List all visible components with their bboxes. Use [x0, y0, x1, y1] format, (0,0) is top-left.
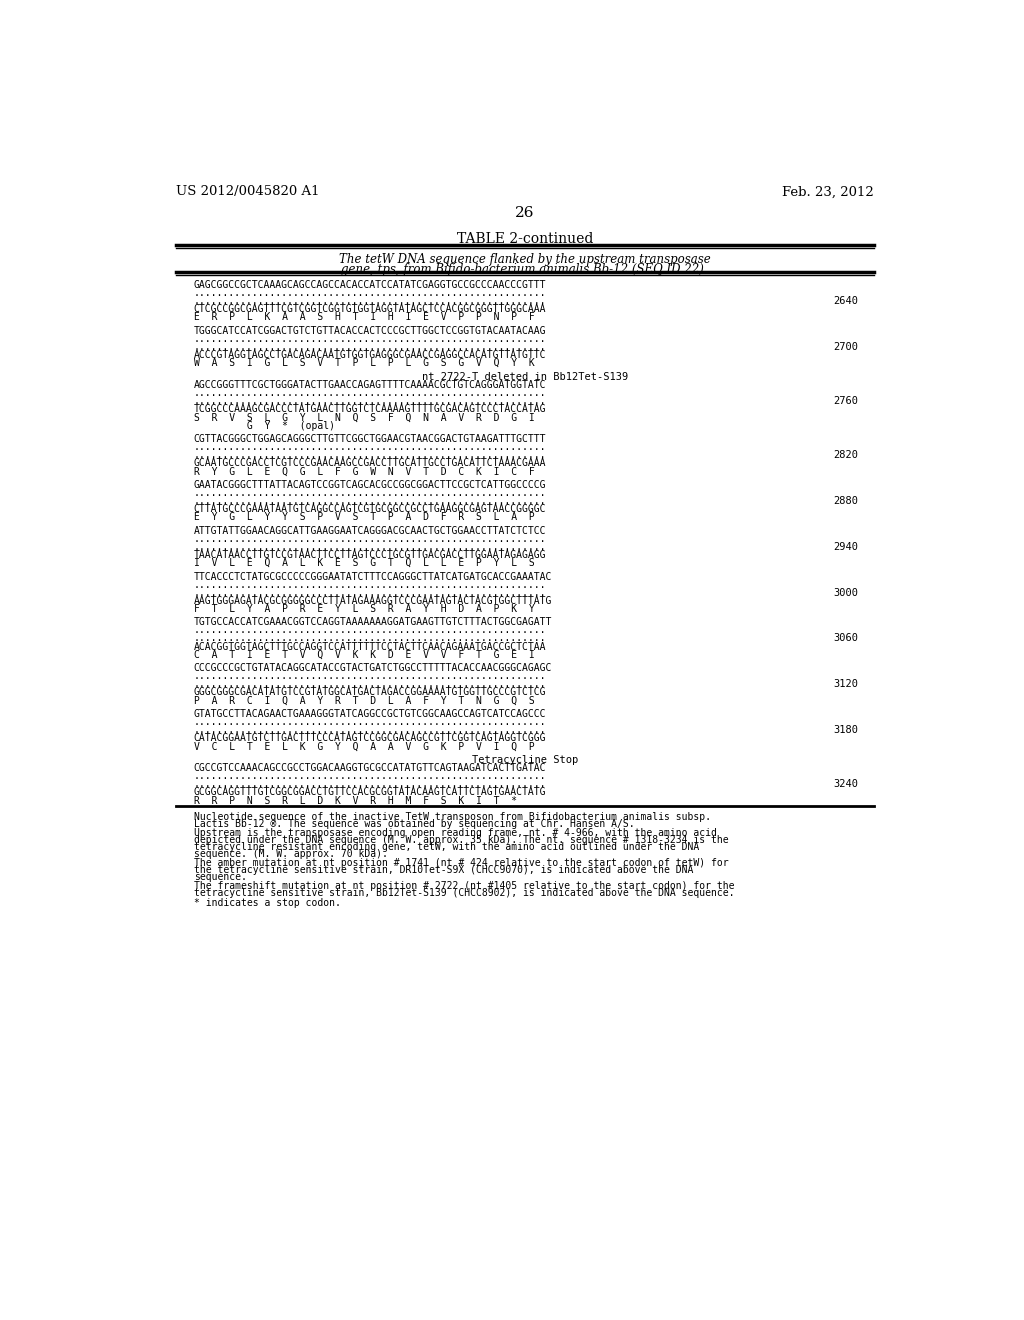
Text: ............................................................: ........................................… [194, 450, 547, 461]
Text: ............................................................: ........................................… [194, 334, 547, 345]
Text: the tetracycline sensitive strain, DR10Tet-S9X (CHCC9070), is indicated above th: the tetracycline sensitive strain, DR10T… [194, 866, 693, 875]
Text: ............................................................: ........................................… [194, 634, 547, 643]
Text: TCGGCCCAAAGCGACCCTATGAACTTGGTCTCAAAAGTTTTGCGACAGTCCCTACCATAG: TCGGCCCAAAGCGACCCTATGAACTTGGTCTCAAAAGTTT… [194, 404, 547, 414]
Text: TGGGCATCCATCGGACTGTCTGTTACACCACTCCCGCTTGGCTCCGGTGTACAATACAAG: TGGGCATCCATCGGACTGTCTGTTACACCACTCCCGCTTG… [194, 326, 547, 335]
Text: ............................................................: ........................................… [194, 388, 547, 399]
Text: Upstream is the transposase encoding open reading frame, nt. # 4-966, with the a: Upstream is the transposase encoding ope… [194, 829, 717, 838]
Text: 3060: 3060 [834, 634, 858, 643]
Text: GGGCGGGCGACATATGTCCGTATGGCATGACTAGACCGGAAAATGTGGTTGCCCGTCTCG: GGGCGGGCGACATATGTCCGTATGGCATGACTAGACCGGA… [194, 688, 547, 697]
Text: ............................................................: ........................................… [194, 396, 547, 407]
Text: ............................................................: ........................................… [194, 442, 547, 453]
Text: ............................................................: ........................................… [194, 725, 547, 735]
Text: CATACGGAATGTCTTGACTTTCCCATAGTCCGGCGACAGCCGTTCGGTCAGTAGGTCGGG: CATACGGAATGTCTTGACTTTCCCATAGTCCGGCGACAGC… [194, 733, 547, 743]
Text: E  Y  G  L  Y  Y  S  P  V  S  T  P  A  D  F  R  S  L  A  P: E Y G L Y Y S P V S T P A D F R S L A P [194, 512, 535, 523]
Text: I  V  L  E  Q  A  L  K  E  S  G  T  Q  L  L  E  P  Y  L  S: I V L E Q A L K E S G T Q L L E P Y L S [194, 558, 535, 568]
Text: CTTATGCCCGAAATAATGTCAGGCCAGTCGTGCGGCCGCCTGAAGGCGAGTAACCGGGGC: CTTATGCCCGAAATAATGTCAGGCCAGTCGTGCGGCCGCC… [194, 504, 547, 513]
Text: 3180: 3180 [834, 725, 858, 735]
Text: 2640: 2640 [834, 296, 858, 306]
Text: depicted under the DNA sequence (M. W. approx. 35 kDa). The nt. sequence # 1318-: depicted under the DNA sequence (M. W. a… [194, 836, 728, 845]
Text: The tetW DNA sequence flanked by the upstream transposase: The tetW DNA sequence flanked by the ups… [339, 253, 711, 267]
Text: GCAATGCCCGACCTCGTCCCGAACAAGCCGACCTTGCATTGCCTGACATTCTAAACGAAA: GCAATGCCCGACCTCGTCCCGAACAAGCCGACCTTGCATT… [194, 458, 547, 469]
Text: Tetracycline Stop: Tetracycline Stop [472, 755, 578, 764]
Text: sequence.: sequence. [194, 873, 247, 882]
Text: ............................................................: ........................................… [194, 779, 547, 789]
Text: tetracycline resistant encoding gene, tetW, with the amino acid outlined under t: tetracycline resistant encoding gene, te… [194, 842, 699, 853]
Text: TGTGCCACCATCGAAACGGTCCAGGTAAAAAAAGGATGAAGTTGTCTTTACTGGCGAGATT: TGTGCCACCATCGAAACGGTCCAGGTAAAAAAAGGATGAA… [194, 618, 552, 627]
Text: 3000: 3000 [834, 587, 858, 598]
Text: ACACGGTGGTAGCTTTGCCAGGTCCATTTTTTCCTACTTCAACAGAAATGACCGCTCTAA: ACACGGTGGTAGCTTTGCCAGGTCCATTTTTTCCTACTTC… [194, 642, 547, 652]
Text: tetracycline sensitive strain, Bb12Tet-S139 (CHCC8902), is indicated above the D: tetracycline sensitive strain, Bb12Tet-S… [194, 888, 734, 899]
Text: nt 2722-T deleted in Bb12Tet-S139: nt 2722-T deleted in Bb12Tet-S139 [422, 372, 628, 381]
Text: R  Y  G  L  E  Q  G  L  F  G  W  N  V  T  D  C  K  I  C  F: R Y G L E Q G L F G W N V T D C K I C F [194, 466, 535, 477]
Text: 3120: 3120 [834, 680, 858, 689]
Text: gene, tps, from Bifido-bacterium animalis Bb-12 (SEQ ID 22).: gene, tps, from Bifido-bacterium animali… [341, 263, 709, 276]
Text: Lactis Bb-12 ®. The sequence was obtained by sequencing at Chr. Hansen A/S.: Lactis Bb-12 ®. The sequence was obtaine… [194, 818, 635, 829]
Text: F  T  L  Y  A  P  R  E  Y  L  S  R  A  Y  H  D  A  P  K  Y: F T L Y A P R E Y L S R A Y H D A P K Y [194, 603, 535, 614]
Text: CTCGCCGGCGAGTTTCGTCGGTCGGTGTGGTAGGTATAGCTCCACGGCGGGTTGGGCAAA: CTCGCCGGCGAGTTTCGTCGGTCGGTGTGGTAGGTATAGC… [194, 305, 547, 314]
Text: 2880: 2880 [834, 496, 858, 506]
Text: G  Y  *  (opal): G Y * (opal) [194, 421, 335, 430]
Text: US 2012/0045820 A1: US 2012/0045820 A1 [176, 185, 319, 198]
Text: E  R  P  L  K  A  A  S  H  T  I  H  I  E  V  P  P  N  P  F: E R P L K A A S H T I H I E V P P N P F [194, 313, 535, 322]
Text: ............................................................: ........................................… [194, 533, 547, 544]
Text: ............................................................: ........................................… [194, 488, 547, 498]
Text: R  R  P  N  S  R  L  D  K  V  R  H  M  F  S  K  I  T  *: R R P N S R L D K V R H M F S K I T * [194, 796, 517, 805]
Text: GTATGCCTTACAGAACTGAAAGGGTATCAGGCCGCTGTCGGCAAGCCAGTCATCCAGCCC: GTATGCCTTACAGAACTGAAAGGGTATCAGGCCGCTGTCG… [194, 709, 547, 719]
Text: 2820: 2820 [834, 450, 858, 461]
Text: ............................................................: ........................................… [194, 671, 547, 681]
Text: 2700: 2700 [834, 342, 858, 352]
Text: P  A  R  C  I  Q  A  Y  R  T  D  L  A  F  Y  T  N  G  Q  S: P A R C I Q A Y R T D L A F Y T N G Q S [194, 696, 535, 705]
Text: The frameshift mutation at nt position # 2722 (nt #1405 relative to the start co: The frameshift mutation at nt position #… [194, 882, 734, 891]
Text: AGCCGGGTTTCGCTGGGATACTTGAACCAGAGTTTTCAAAACGCTGTCAGGGATGGTATC: AGCCGGGTTTCGCTGGGATACTTGAACCAGAGTTTTCAAA… [194, 380, 547, 391]
Text: ............................................................: ........................................… [194, 543, 547, 552]
Text: 2940: 2940 [834, 543, 858, 552]
Text: W  A  S  I  G  L  S  V  T  P  L  P  L  G  S  G  V  Q  Y  K: W A S I G L S V T P L P L G S G V Q Y K [194, 358, 535, 368]
Text: ACCCGTAGGTAGCCTGACAGACAATGTGGTGAGGGCGAACCGAGGCCACATGTTATGTTC: ACCCGTAGGTAGCCTGACAGACAATGTGGTGAGGGCGAAC… [194, 350, 547, 360]
Text: V  C  L  T  E  L  K  G  Y  Q  A  A  V  G  K  P  V  I  Q  P: V C L T E L K G Y Q A A V G K P V I Q P [194, 742, 535, 751]
Text: ............................................................: ........................................… [194, 342, 547, 352]
Text: ATTGTATTGGAACAGGCATTGAAGGAATCAGGGACGCAACTGCTGGAACCTTATCTCTCC: ATTGTATTGGAACAGGCATTGAAGGAATCAGGGACGCAAC… [194, 525, 547, 536]
Text: 2760: 2760 [834, 396, 858, 407]
Text: The amber mutation at nt position # 1741 (nt # 424 relative to the start codon o: The amber mutation at nt position # 1741… [194, 858, 728, 869]
Text: AAGTGGGAGATACGCGGGGGCCCTTATAGAAAGGTCCCGAATAGTACTACGTGGCTTTATG: AAGTGGGAGATACGCGGGGGCCCTTATAGAAAGGTCCCGA… [194, 595, 552, 606]
Text: Nucleotide sequence of the inactive TetW transposon from Bifidobacterium animali: Nucleotide sequence of the inactive TetW… [194, 812, 711, 822]
Text: TTCACCCTCTATGCGCCCCCGGGAATATCTTTCCAGGGCTTATCATGATGCACCGAAATAC: TTCACCCTCTATGCGCCCCCGGGAATATCTTTCCAGGGCT… [194, 572, 552, 582]
Text: Feb. 23, 2012: Feb. 23, 2012 [781, 185, 873, 198]
Text: ............................................................: ........................................… [194, 496, 547, 506]
Text: CGCCGTCCAAACAGCCGCCTGGACAAGGTGCGCCATATGTTCAGTAAGATCACTTGATAC: CGCCGTCCAAACAGCCGCCTGGACAAGGTGCGCCATATGT… [194, 763, 547, 774]
Text: sequence. (M. W. approx. 70 kDa).: sequence. (M. W. approx. 70 kDa). [194, 849, 388, 859]
Text: ............................................................: ........................................… [194, 296, 547, 306]
Text: GAATACGGGCTTTATTACAGTCCGGTCAGCACGCCGGCGGACTTCCGCTCATTGGCCCCG: GAATACGGGCTTTATTACAGTCCGGTCAGCACGCCGGCGG… [194, 480, 547, 490]
Text: ............................................................: ........................................… [194, 587, 547, 598]
Text: ............................................................: ........................................… [194, 626, 547, 635]
Text: ............................................................: ........................................… [194, 680, 547, 689]
Text: 3240: 3240 [834, 779, 858, 789]
Text: CCCGCCCGCTGTATACAGGCATACCGTACTGATCTGGCCTTTTTACACCAACGGGCAGAGC: CCCGCCCGCTGTATACAGGCATACCGTACTGATCTGGCCT… [194, 663, 552, 673]
Text: GCGGCAGGTTTGTCGGCGGACCTGTTCCACGCGGTATACAAGTCATTCTAGTGAACTATG: GCGGCAGGTTTGTCGGCGGACCTGTTCCACGCGGTATACA… [194, 788, 547, 797]
Text: TABLE 2-continued: TABLE 2-continued [457, 231, 593, 246]
Text: GAGCGGCCGCTCAAAGCAGCCAGCCACACCATCCATATCGAGGTGCCGCCCAACCCGTTT: GAGCGGCCGCTCAAAGCAGCCAGCCACACCATCCATATCG… [194, 280, 547, 290]
Text: CGTTACGGGCTGGAGCAGGGCTTGTTCGGCTGGAACGTAACGGACTGTAAGATTTGCTTT: CGTTACGGGCTGGAGCAGGGCTTGTTCGGCTGGAACGTAA… [194, 434, 547, 444]
Text: S  R  V  S  L  G  Y  L  N  Q  S  F  Q  N  A  V  R  D  G  I: S R V S L G Y L N Q S F Q N A V R D G I [194, 412, 535, 422]
Text: ............................................................: ........................................… [194, 771, 547, 781]
Text: ............................................................: ........................................… [194, 288, 547, 298]
Text: ............................................................: ........................................… [194, 579, 547, 590]
Text: 26: 26 [515, 206, 535, 220]
Text: * indicates a stop codon.: * indicates a stop codon. [194, 898, 341, 908]
Text: C  A  T  I  E  T  V  Q  V  K  K  D  E  V  V  F  T  G  E  I: C A T I E T V Q V K K D E V V F T G E I [194, 649, 535, 660]
Text: TAACATAACCTTGTCCGTAACTTCCTTAGTCCCTGCGTTGACGACCTTGGAATAGAGAGG: TAACATAACCTTGTCCGTAACTTCCTTAGTCCCTGCGTTG… [194, 550, 547, 560]
Text: ............................................................: ........................................… [194, 717, 547, 727]
